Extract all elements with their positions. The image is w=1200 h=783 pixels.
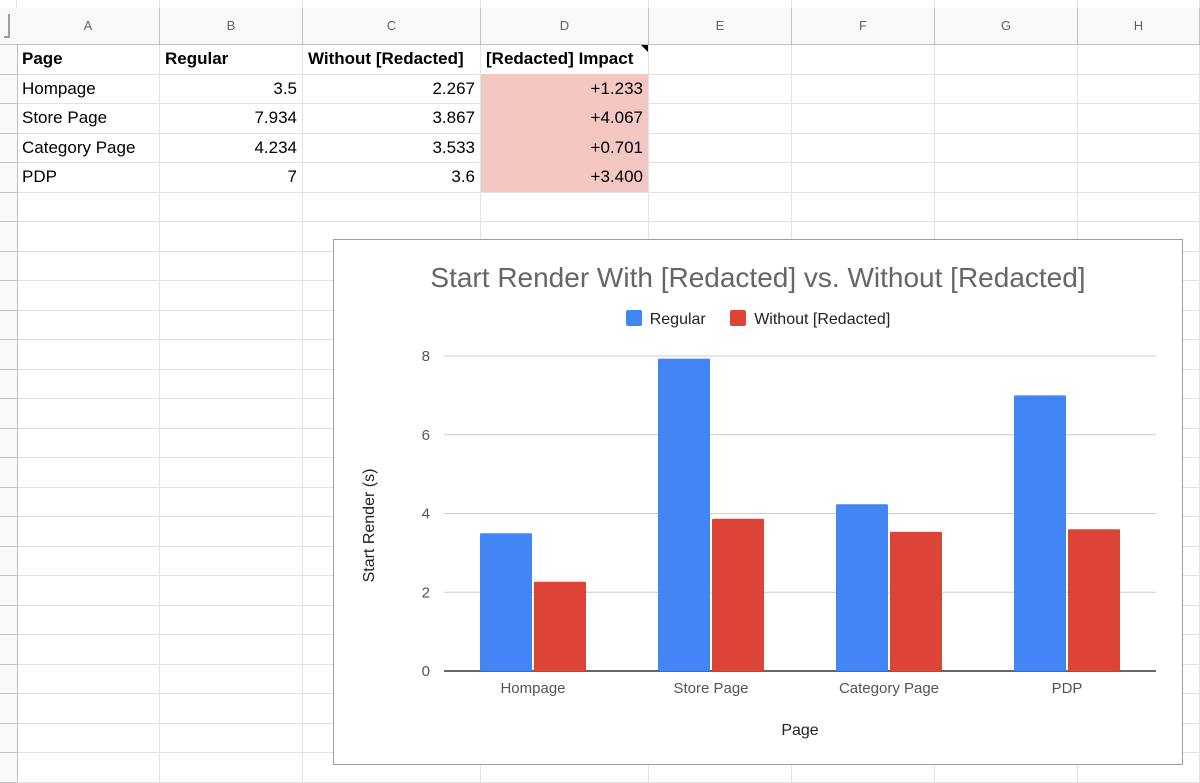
row-separator xyxy=(0,310,17,311)
bar-regular xyxy=(1014,395,1066,671)
select-all-corner[interactable] xyxy=(4,14,10,38)
table-cell[interactable]: 4.234 xyxy=(254,137,297,157)
y-axis-title: Start Render (s) xyxy=(361,469,378,583)
bar-without xyxy=(712,518,764,671)
x-tick-label: Hompage xyxy=(500,680,565,697)
x-tick-label: Store Page xyxy=(673,680,748,697)
row-separator xyxy=(0,428,17,429)
table-cell[interactable]: +1.233 xyxy=(481,73,648,104)
row-separator xyxy=(0,664,17,665)
table-cell[interactable]: 3.533 xyxy=(432,137,475,157)
row-separator xyxy=(0,575,17,576)
row-separator xyxy=(0,516,17,517)
header-cell[interactable]: [Redacted] Impact xyxy=(486,49,634,68)
column-header-g[interactable]: G xyxy=(935,8,1078,44)
row-separator xyxy=(0,44,17,45)
row-separator xyxy=(0,457,17,458)
table-cell[interactable]: 3.5 xyxy=(273,78,297,98)
row-separator xyxy=(0,605,17,606)
row-separator xyxy=(0,369,17,370)
chart[interactable]: Start Render With [Redacted] vs. Without… xyxy=(333,239,1183,765)
y-tick-label: 2 xyxy=(422,584,430,601)
row-separator xyxy=(0,133,17,134)
table-cell[interactable]: +0.701 xyxy=(481,132,648,163)
table-cell[interactable]: Store Page xyxy=(22,108,108,127)
table-cell[interactable]: +4.067 xyxy=(481,103,648,133)
bar-without xyxy=(534,581,586,671)
column-header-d[interactable]: D xyxy=(481,8,649,44)
bar-regular xyxy=(658,358,710,671)
row-separator xyxy=(0,752,17,753)
header-cell[interactable]: Without [Redacted] xyxy=(308,49,464,68)
table-cell[interactable]: 7 xyxy=(287,167,297,186)
column-header-b[interactable]: B xyxy=(160,8,303,44)
table-cell[interactable]: Hompage xyxy=(22,78,96,98)
row-separator xyxy=(0,723,17,724)
legend-label-regular: Regular xyxy=(649,311,706,328)
column-header-h[interactable]: H xyxy=(1078,8,1200,44)
row-separator xyxy=(0,693,17,694)
legend-item-regular: Regular xyxy=(625,310,706,329)
legend-swatch-without xyxy=(730,310,747,326)
table-cell[interactable]: 2.267 xyxy=(432,78,475,98)
legend-label-without: Without [Redacted] xyxy=(754,311,891,328)
y-tick-label: 6 xyxy=(422,427,430,444)
chart-plot: 0 2 4 6 8 Hompage Store Page Category Page PDP Pa… xyxy=(361,348,1156,739)
column-header-a[interactable]: A xyxy=(17,8,160,44)
table-cell[interactable]: 3.6 xyxy=(451,167,475,186)
header-cell[interactable]: Regular xyxy=(165,49,229,68)
chart-legend: Regular Without [Redacted] xyxy=(334,310,1182,329)
row-separator xyxy=(0,74,17,75)
y-tick-label: 0 xyxy=(422,663,430,680)
row-separator xyxy=(0,221,17,222)
x-axis-title: Page xyxy=(781,722,818,739)
table-cell[interactable]: +3.400 xyxy=(481,162,648,192)
row-separator xyxy=(0,339,17,340)
x-tick-label: Category Page xyxy=(839,680,939,697)
row-separator xyxy=(0,398,17,399)
bar-without xyxy=(1068,529,1120,671)
row-separator xyxy=(0,487,17,488)
bar-without xyxy=(890,531,942,671)
table-cell[interactable]: PDP xyxy=(22,167,57,186)
column-header-f[interactable]: F xyxy=(792,8,935,44)
row-separator xyxy=(0,192,17,193)
bar-regular xyxy=(480,533,532,671)
row-separator xyxy=(0,162,17,163)
column-header-e[interactable]: E xyxy=(649,8,792,44)
column-header-bar xyxy=(0,8,1200,45)
table-cell[interactable]: Category Page xyxy=(22,137,136,157)
x-tick-label: PDP xyxy=(1052,680,1083,697)
row-separator xyxy=(0,634,17,635)
legend-swatch-regular xyxy=(625,310,642,326)
legend-item-without: Without [Redacted] xyxy=(730,310,890,329)
chart-title: Start Render With [Redacted] vs. Without… xyxy=(430,262,1086,293)
row-number-gutter xyxy=(0,44,18,782)
row-separator xyxy=(0,546,17,547)
y-tick-label: 8 xyxy=(422,348,430,365)
comment-indicator[interactable] xyxy=(641,45,648,52)
row-separator xyxy=(0,251,17,252)
header-cell[interactable]: Page xyxy=(22,49,63,68)
row-separator xyxy=(0,103,17,104)
bar-regular xyxy=(836,504,888,671)
table-cell[interactable]: 3.867 xyxy=(432,108,475,127)
table-cell[interactable]: 7.934 xyxy=(254,108,297,127)
row-separator xyxy=(0,280,17,281)
column-header-c[interactable]: C xyxy=(303,8,481,44)
y-tick-label: 4 xyxy=(422,506,430,523)
